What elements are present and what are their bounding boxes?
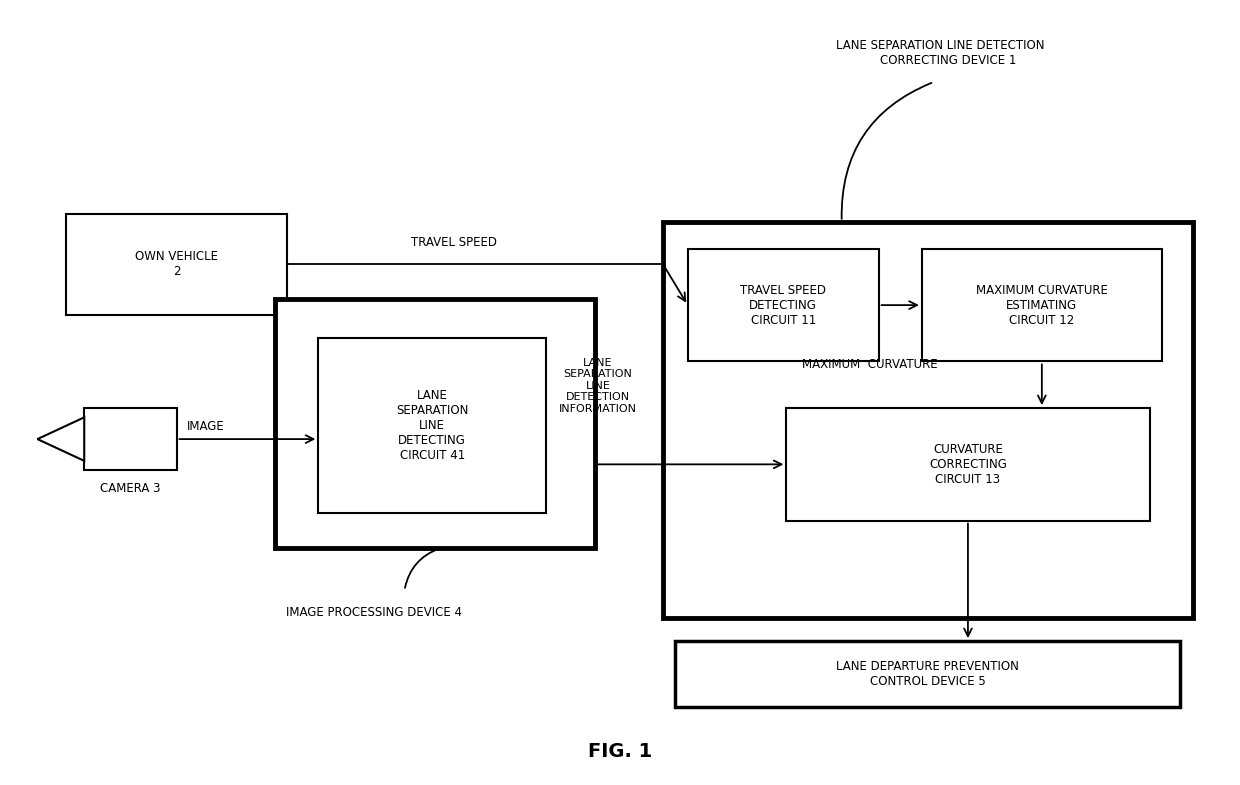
Text: CURVATURE
CORRECTING
CIRCUIT 13: CURVATURE CORRECTING CIRCUIT 13 — [929, 443, 1007, 486]
Text: LANE
SEPARATION
LINE
DETECTION
INFORMATION: LANE SEPARATION LINE DETECTION INFORMATI… — [559, 357, 637, 414]
FancyBboxPatch shape — [66, 214, 288, 315]
Text: TRAVEL SPEED: TRAVEL SPEED — [410, 236, 497, 249]
FancyBboxPatch shape — [676, 641, 1180, 707]
Text: MAXIMUM  CURVATURE: MAXIMUM CURVATURE — [802, 358, 937, 371]
Text: IMAGE PROCESSING DEVICE 4: IMAGE PROCESSING DEVICE 4 — [285, 606, 461, 619]
Text: LANE DEPARTURE PREVENTION
CONTROL DEVICE 5: LANE DEPARTURE PREVENTION CONTROL DEVICE… — [837, 660, 1019, 688]
FancyBboxPatch shape — [688, 249, 879, 361]
FancyBboxPatch shape — [786, 408, 1149, 520]
Text: OWN VEHICLE
2: OWN VEHICLE 2 — [135, 250, 218, 279]
Text: MAXIMUM CURVATURE
ESTIMATING
CIRCUIT 12: MAXIMUM CURVATURE ESTIMATING CIRCUIT 12 — [976, 283, 1107, 327]
Text: LANE
SEPARATION
LINE
DETECTING
CIRCUIT 41: LANE SEPARATION LINE DETECTING CIRCUIT 4… — [396, 389, 469, 462]
Text: IMAGE: IMAGE — [186, 420, 224, 433]
FancyBboxPatch shape — [921, 249, 1162, 361]
FancyBboxPatch shape — [663, 221, 1193, 618]
Polygon shape — [37, 418, 84, 461]
FancyBboxPatch shape — [84, 408, 176, 470]
Text: FIG. 1: FIG. 1 — [588, 743, 652, 761]
FancyBboxPatch shape — [275, 299, 595, 548]
Text: CAMERA 3: CAMERA 3 — [100, 482, 161, 495]
Text: LANE SEPARATION LINE DETECTION
    CORRECTING DEVICE 1: LANE SEPARATION LINE DETECTION CORRECTIN… — [836, 39, 1044, 67]
FancyBboxPatch shape — [319, 338, 546, 513]
Text: TRAVEL SPEED
DETECTING
CIRCUIT 11: TRAVEL SPEED DETECTING CIRCUIT 11 — [740, 283, 826, 327]
